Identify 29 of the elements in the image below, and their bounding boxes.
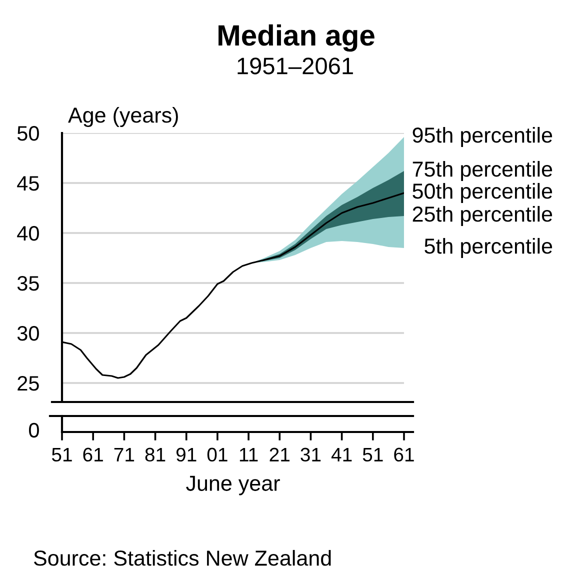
x-tick-label: 31 bbox=[300, 448, 321, 462]
x-tick-label: 11 bbox=[240, 448, 258, 462]
y-tick-label: 35 bbox=[17, 276, 39, 291]
text: 95th percentile bbox=[412, 126, 552, 148]
x-tick-label: 01 bbox=[207, 448, 228, 462]
y-tick-label: 30 bbox=[17, 326, 39, 341]
x-tick-label: 61 bbox=[394, 448, 414, 462]
y-tick-label: 25 bbox=[18, 376, 39, 391]
x-tick-label: 71 bbox=[114, 448, 134, 462]
text: 5th percentile bbox=[424, 238, 552, 258]
x-tick-label: 21 bbox=[270, 448, 290, 462]
chart-title: Median age bbox=[218, 24, 374, 52]
y-axis-title: Age (years) bbox=[68, 106, 178, 128]
y-tick-label: 50 bbox=[17, 126, 39, 141]
source-note: Source: Statistics New Zealand bbox=[34, 550, 331, 566]
x-tick-label: 41 bbox=[331, 448, 352, 462]
y-tick-label: 45 bbox=[17, 176, 39, 191]
chart-subtitle: 1951–2061 bbox=[238, 58, 353, 74]
x-axis-title: June year bbox=[186, 476, 280, 496]
text: 50th percentile bbox=[412, 182, 552, 204]
text: 0 bbox=[29, 422, 39, 438]
x-tick-label: 61 bbox=[83, 448, 103, 462]
x-tick-label: 51 bbox=[52, 448, 72, 462]
text: 75th percentile bbox=[412, 160, 552, 182]
x-tick-label: 91 bbox=[176, 448, 196, 462]
x-tick-label: 51 bbox=[362, 448, 383, 462]
text: 25th percentile bbox=[412, 206, 552, 226]
y-tick-label: 40 bbox=[17, 226, 39, 241]
x-tick-label: 81 bbox=[145, 448, 166, 462]
